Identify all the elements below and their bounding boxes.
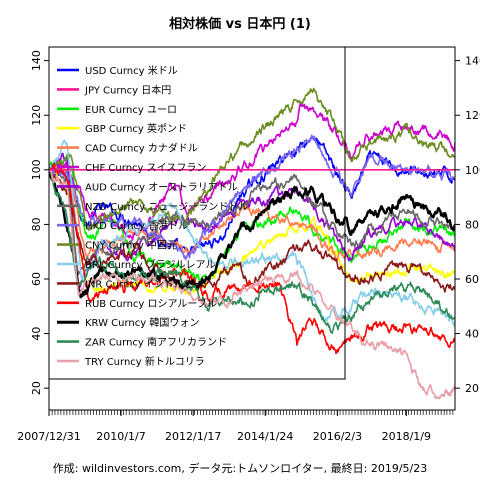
legend: USD Curncy 米ドル JPY Curncy 日本円 EUR Curncy ユ… (48, 46, 346, 380)
x-tick-label: 2010/1/7 (96, 430, 145, 443)
x-tick-label: 2018/1/9 (382, 430, 431, 443)
legend-label: GBP Curncy 英ポンド (85, 122, 187, 135)
series-line-nzd (49, 166, 455, 276)
series-line-aud (49, 152, 455, 294)
x-tick-label: 2016/2/3 (313, 430, 362, 443)
series-line-rub (49, 162, 455, 355)
y-tick-label-right: 20 (465, 382, 479, 395)
y-tick-label-right: 140 (465, 55, 480, 68)
legend-label: AUD Curncy オーストラリアドル (85, 181, 238, 193)
series-line-hkd (49, 134, 455, 261)
y-tick-label-left: 100 (30, 159, 43, 180)
y-tick-label-left: 60 (30, 272, 43, 286)
axes-layer: 20 20 40 40 60 60 80 80 100 100 120 120 140 140 2007/1… (17, 46, 480, 443)
y-tick-label-right: 40 (465, 328, 479, 341)
chart-caption: 作成: wildinvestors.com, データ元:トムソンロイター, 最終… (53, 461, 427, 475)
legend-label: CAD Curncy カナダドル (85, 142, 198, 155)
legend-label: USD Curncy 米ドル (85, 64, 178, 77)
legend-label: NZD Curncy ニュージーランドドル (85, 201, 248, 213)
legend-label: RUB Curncy ロシアルーブル (85, 297, 217, 310)
chart-title: 相対株価 vs 日本円 (1) (169, 16, 311, 32)
legend-label: CNY Curncy 中国元 (85, 239, 177, 252)
x-tick-label: 2014/1/24 (237, 430, 293, 443)
series-layer (49, 87, 455, 400)
y-tick-label-right: 100 (465, 164, 480, 177)
legend-label: ZAR Curncy 南アフリカランド (85, 336, 227, 349)
y-tick-label-right: 60 (465, 273, 479, 286)
y-tick-label-left: 140 (30, 50, 43, 71)
legend-label: KRW Curncy 韓国ウォン (85, 317, 199, 329)
legend-label: CHF Curncy スイスフラン (85, 162, 206, 174)
y-tick-label-left: 80 (30, 217, 43, 231)
legend-box (48, 46, 346, 380)
legend-label: BRL Curncy ブラジルレアル (85, 258, 215, 271)
x-tick-label: 2012/1/17 (165, 430, 221, 443)
legend-label: EUR Curncy ユーロ (85, 105, 177, 116)
series-line-zar (49, 167, 455, 335)
series-line-cny (49, 87, 455, 231)
legend-label: TRY Curncy 新トルコリラ (84, 355, 205, 368)
series-line-try (49, 168, 455, 400)
y-tick-label-left: 120 (30, 105, 43, 126)
series-line-brl (49, 139, 455, 328)
legend-label: INR Curncy インドルピー (85, 278, 204, 290)
legend-label: HKD Curncy 香港ドル (85, 220, 188, 232)
legend-label: JPY Curncy 日本円 (84, 83, 171, 96)
y-tick-label-right: 120 (465, 109, 480, 122)
y-tick-label-left: 40 (30, 327, 43, 341)
y-tick-label-right: 80 (465, 218, 479, 231)
x-tick-label: 2007/12/31 (17, 430, 80, 443)
y-tick-label-left: 20 (30, 381, 43, 395)
series-line-eur (49, 156, 455, 283)
